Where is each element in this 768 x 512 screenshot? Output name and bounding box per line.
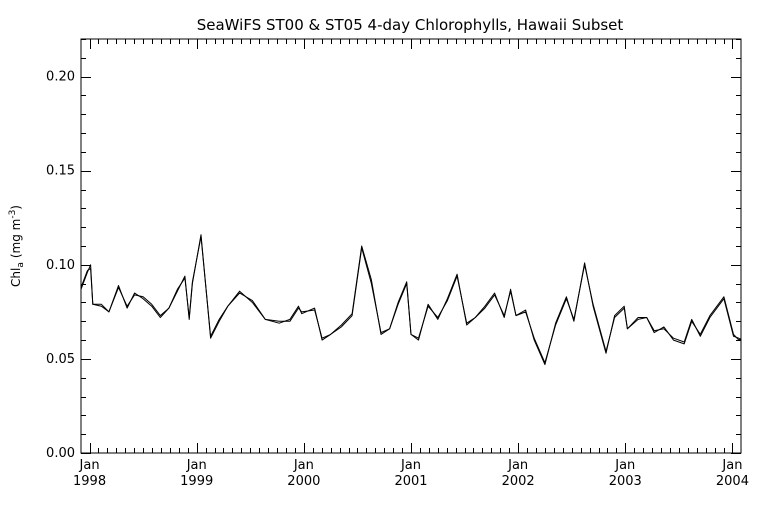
y-tick-label: 0.00 [46,446,75,461]
x-tick-month-label: Jan [614,458,635,473]
x-tick-year-label: 2000 [287,474,320,489]
plot-area: 0.000.050.100.150.20Jan1998Jan1999Jan200… [46,39,749,489]
x-tick-month-label: Jan [186,458,207,473]
y-axis-label-close: ) [9,205,23,210]
x-tick-year-label: 1998 [73,474,106,489]
y-axis-label-unit: (mg m [9,219,23,259]
x-tick-year-label: 1999 [180,474,213,489]
chart-title: SeaWiFS ST00 & ST05 4-day Chlorophylls, … [197,16,624,34]
y-tick-label: 0.20 [46,70,75,85]
x-tick-year-label: 2002 [502,474,535,489]
y-tick-label: 0.10 [46,258,75,273]
plot-frame [80,38,742,454]
x-tick-year-label: 2001 [394,474,427,489]
x-tick-month-label: Jan [293,458,314,473]
y-axis-label-main: Chl [9,268,23,287]
series-line-2 [80,236,742,364]
x-tick-month-label: Jan [79,458,100,473]
x-tick-year-label: 2004 [716,474,749,489]
x-tick-month-label: Jan [721,458,742,473]
y-axis-label: Chla (mg m-3) [8,205,26,287]
y-axis-label-subscript: a [16,262,26,268]
y-axis-label-exponent: -3 [8,210,18,219]
y-tick-label: 0.05 [46,352,75,367]
x-tick-month-label: Jan [400,458,421,473]
x-tick-year-label: 2003 [609,474,642,489]
y-tick-label: 0.15 [46,164,75,179]
x-tick-month-label: Jan [507,458,528,473]
